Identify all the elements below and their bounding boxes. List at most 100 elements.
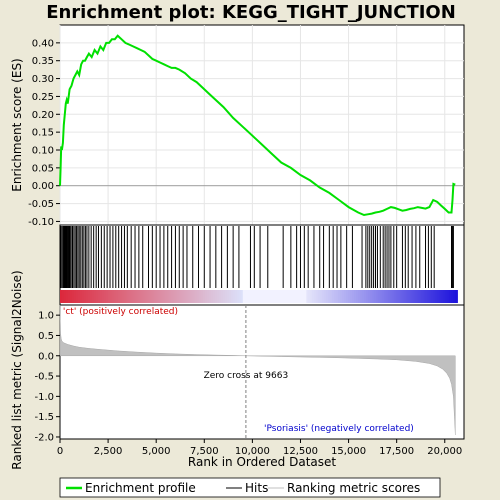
rank-color-segment xyxy=(361,290,365,303)
rank-color-segment xyxy=(421,290,425,303)
legend-metric-label: Ranking metric scores xyxy=(287,481,420,495)
rank-color-segment xyxy=(175,290,178,303)
rank-color-segment xyxy=(262,290,266,303)
rank-color-segment xyxy=(363,290,367,303)
metric-y-tick-label: 1.0 xyxy=(38,311,54,322)
rank-color-segment xyxy=(326,290,329,303)
rank-color-segment xyxy=(73,290,77,303)
rank-color-segment xyxy=(236,290,240,303)
es-y-tick-label: 0.20 xyxy=(32,110,54,121)
rank-color-segment xyxy=(330,290,333,303)
rank-color-segment xyxy=(228,290,232,303)
rank-color-segment xyxy=(284,290,288,303)
rank-color-segment xyxy=(288,290,292,303)
rank-color-segment xyxy=(391,290,395,303)
es-plot-area xyxy=(59,24,465,226)
rank-color-segment xyxy=(79,290,83,303)
rank-color-segment xyxy=(230,290,234,303)
rank-color-segment xyxy=(183,290,186,303)
rank-color-segment xyxy=(292,290,296,303)
rank-color-segment xyxy=(340,290,343,303)
rank-color-segment xyxy=(304,290,307,303)
rank-color-segment xyxy=(167,290,170,303)
rank-color-segment xyxy=(276,290,280,303)
metric-y-tick-label: 0.5 xyxy=(38,331,54,342)
rank-color-segment xyxy=(348,290,351,303)
rank-color-segment xyxy=(91,290,95,303)
rank-color-segment xyxy=(449,290,452,303)
es-y-axis: -0.10 -0.05 0.00 0.05 0.10 0.15 0.20 0.25 0.30 0.… xyxy=(28,38,60,228)
rank-color-segment xyxy=(272,290,276,303)
rank-color-segment xyxy=(439,290,443,303)
rank-color-segment xyxy=(197,290,200,303)
rank-color-segment xyxy=(105,290,109,303)
rank-color-segment xyxy=(336,290,339,303)
rank-color-segment xyxy=(425,290,429,303)
rank-color-segment xyxy=(77,290,81,303)
rank-color-segment xyxy=(155,290,158,303)
rank-color-segment xyxy=(153,290,156,303)
rank-color-segment xyxy=(75,290,79,303)
rank-color-segment xyxy=(409,290,413,303)
rank-color-segment xyxy=(324,290,327,303)
rank-color-segment xyxy=(222,290,226,303)
rank-color-segment xyxy=(260,290,264,303)
rank-color-segment xyxy=(151,290,154,303)
rank-color-segment xyxy=(65,290,69,303)
rank-color-segment xyxy=(212,290,216,303)
rank-color-segment xyxy=(125,290,129,303)
rank-color-segment xyxy=(445,290,448,303)
rank-color-segment xyxy=(133,290,137,303)
rank-color-segment xyxy=(451,290,454,303)
x-tick-label: 10,000 xyxy=(235,446,270,457)
rank-color-segment xyxy=(441,290,445,303)
rank-color-segment xyxy=(101,290,105,303)
x-tick-label: 7,500 xyxy=(190,446,219,457)
rank-color-segment xyxy=(270,290,274,303)
rank-color-segment xyxy=(195,290,198,303)
es-y-tick-label: 0.25 xyxy=(32,92,54,103)
rank-color-segment xyxy=(208,290,212,303)
rank-color-segment xyxy=(377,290,381,303)
rank-color-segment xyxy=(373,290,377,303)
x-tick-label: 0 xyxy=(57,446,63,457)
rank-color-segment xyxy=(127,290,131,303)
legend-enrichment-label: Enrichment profile xyxy=(85,481,196,495)
rank-color-segment xyxy=(395,290,399,303)
rank-color-segment xyxy=(214,290,218,303)
rank-color-segment xyxy=(383,290,387,303)
rank-color-segment xyxy=(191,290,194,303)
rank-color-segment xyxy=(177,290,180,303)
rank-color-segment xyxy=(203,290,206,303)
rank-color-segment xyxy=(185,290,188,303)
rank-color-segment xyxy=(437,290,441,303)
rank-color-segment xyxy=(131,290,135,303)
rank-color-segment xyxy=(387,290,391,303)
rank-color-segment xyxy=(248,290,252,303)
x-tick-label: 5,000 xyxy=(142,446,171,457)
es-y-tick-label: 0.00 xyxy=(32,181,54,192)
rank-color-segment xyxy=(431,290,435,303)
rank-color-segment xyxy=(107,290,111,303)
rank-color-segment xyxy=(199,290,202,303)
rank-color-segment xyxy=(87,290,91,303)
rank-color-segment xyxy=(385,290,389,303)
rank-color-segment xyxy=(401,290,405,303)
es-y-tick-label: 0.15 xyxy=(32,128,54,139)
rank-color-segment xyxy=(266,290,270,303)
rank-color-segment xyxy=(256,290,260,303)
rank-color-segment xyxy=(123,290,127,303)
rank-color-segment xyxy=(455,290,458,303)
rank-color-segment xyxy=(381,290,385,303)
enrichment-profile-line xyxy=(59,34,456,217)
es-y-tick-label: 0.05 xyxy=(32,163,54,174)
rank-color-segment xyxy=(234,290,238,303)
rank-color-bar xyxy=(60,290,458,303)
rank-color-segment xyxy=(433,290,437,303)
rank-color-segment xyxy=(264,290,268,303)
ranking-metric-fill xyxy=(59,304,456,435)
x-tick-label: 2,500 xyxy=(94,446,123,457)
rank-color-segment xyxy=(399,290,403,303)
metric-y-tick-label: -0.5 xyxy=(34,372,54,383)
